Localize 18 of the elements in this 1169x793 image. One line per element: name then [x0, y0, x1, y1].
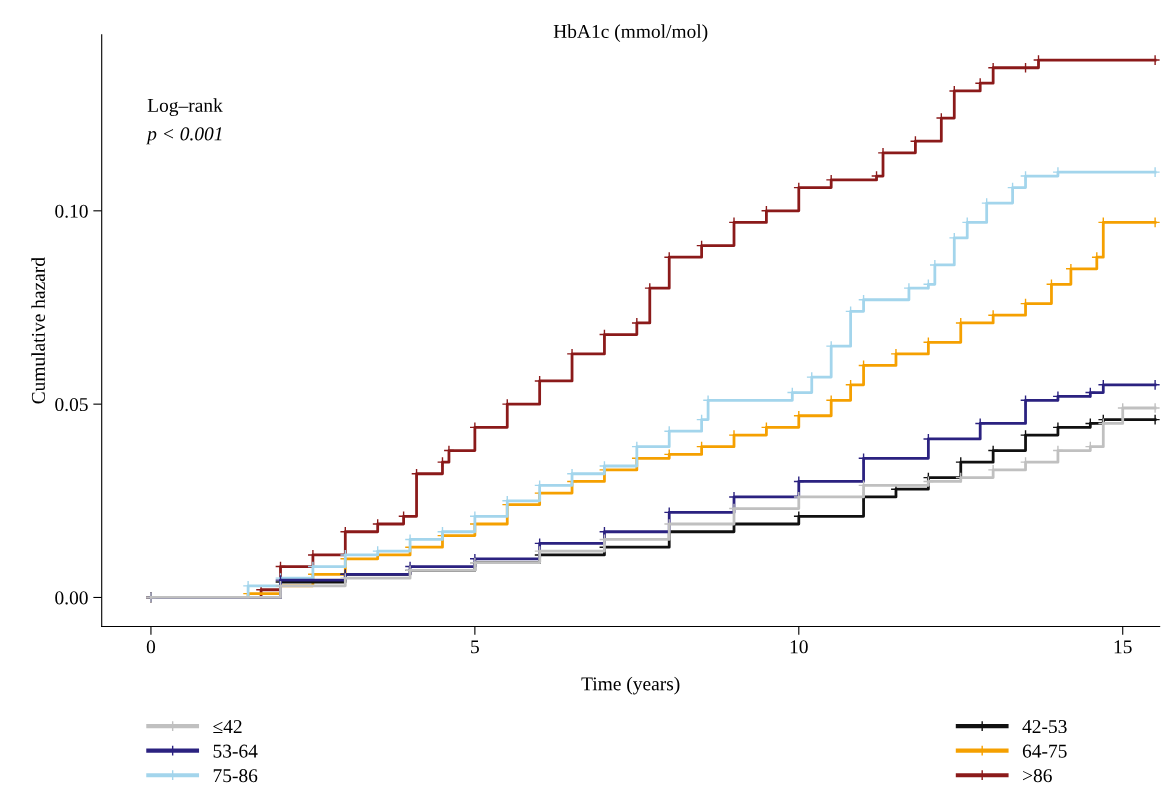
- x-tick-label: 10: [790, 640, 808, 654]
- annotation: Log–rank: [147, 98, 223, 116]
- legend-label: 42-53: [1022, 720, 1067, 734]
- x-tick-label: 15: [1114, 640, 1132, 654]
- legend-label: 64-75: [1022, 744, 1067, 758]
- x-tick-label: 0: [146, 640, 156, 654]
- y-tick-label: 0.10: [55, 204, 88, 218]
- legend-label: 75-86: [213, 769, 258, 783]
- y-tick-label: 0.00: [55, 591, 88, 605]
- annotation: p < 0.001: [146, 127, 222, 145]
- x-axis-title: Time (years): [581, 676, 680, 695]
- legend-label: 53-64: [213, 744, 258, 758]
- y-axis-title: Cumulative hazard: [31, 257, 45, 404]
- legend-label: ≤42: [213, 720, 242, 733]
- y-tick-label: 0.05: [55, 397, 88, 412]
- x-tick-label: 5: [471, 640, 479, 654]
- legend-label: >86: [1023, 769, 1052, 783]
- chart-title: HbA1c (mmol/mol): [553, 24, 708, 42]
